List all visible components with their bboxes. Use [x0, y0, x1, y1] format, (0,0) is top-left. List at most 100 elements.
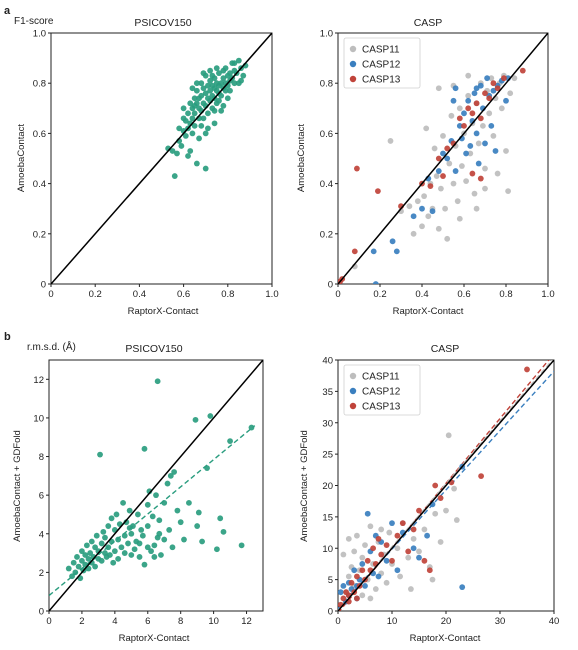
panel-letter-a: a	[4, 5, 11, 17]
data-point-casp13	[469, 110, 476, 117]
data-point-casp12	[488, 122, 495, 129]
data-point-casp11	[454, 198, 461, 205]
data-point-psicov	[191, 95, 198, 102]
data-point-psicov	[202, 165, 209, 172]
data-point-casp12	[370, 248, 377, 255]
data-point-psicov	[136, 554, 143, 560]
legend-box	[343, 364, 421, 416]
data-point-psicov	[174, 507, 181, 514]
data-point-casp11	[419, 223, 425, 230]
plot-area: 0 10 20 30 40 0 5 10 15 20 25 30 35 40 CASP11 CASP12 CAS…	[322, 356, 559, 628]
chart-title: CASP	[431, 343, 460, 355]
x-axis-label: RaptorX-Contact	[410, 633, 481, 644]
y-tick-label: 4	[39, 529, 44, 540]
y-tick-label: 30	[322, 418, 333, 429]
data-point-casp13	[354, 595, 360, 602]
data-point-casp11	[421, 193, 427, 200]
data-point-psicov	[131, 546, 138, 553]
data-point-casp12	[471, 90, 478, 97]
data-point-psicov	[69, 573, 75, 580]
data-point-casp12	[435, 168, 442, 174]
data-point-psicov	[161, 536, 168, 543]
data-point-psicov	[248, 424, 255, 431]
data-point-casp11	[410, 230, 417, 237]
data-point-casp11	[459, 163, 465, 169]
data-point-psicov	[193, 80, 200, 87]
x-tick-label: 10	[208, 616, 219, 627]
data-point-casp11	[435, 225, 442, 232]
x-tick-label: 0.6	[177, 289, 190, 300]
data-point-psicov	[238, 542, 245, 549]
legend-marker-casp12	[349, 60, 357, 68]
x-tick-label: 8	[178, 616, 183, 627]
data-point-psicov	[199, 538, 205, 545]
data-point-casp11	[372, 586, 379, 592]
data-point-psicov	[105, 523, 112, 529]
data-point-psicov	[128, 530, 135, 537]
y-tick-label: 5	[328, 575, 333, 586]
data-point-casp11	[453, 517, 460, 523]
data-point-casp11	[475, 140, 482, 147]
data-point-psicov	[213, 65, 220, 72]
data-point-psicov	[216, 70, 222, 77]
data-point-psicov	[238, 77, 244, 84]
data-point-psicov	[120, 499, 126, 506]
x-tick-label: 0	[48, 289, 53, 300]
legend-box	[343, 37, 421, 89]
data-point-casp11	[378, 526, 385, 533]
data-point-casp11	[351, 548, 358, 555]
data-point-psicov	[95, 548, 102, 555]
data-point-psicov	[176, 125, 183, 132]
data-point-casp13	[477, 115, 484, 122]
data-point-casp11	[435, 85, 442, 92]
y-tick-label: 0.2	[33, 229, 46, 240]
x-tick-label: 0.8	[221, 289, 234, 300]
x-tick-label: 0	[335, 616, 340, 627]
data-point-casp11	[451, 485, 457, 492]
chart-title: PSICOV150	[125, 343, 182, 355]
data-point-casp12	[394, 567, 401, 574]
data-point-psicov	[207, 67, 214, 74]
legend-label-casp12: CASP12	[362, 387, 401, 398]
data-point-psicov	[207, 413, 214, 419]
data-point-psicov	[200, 115, 207, 122]
data-point-casp13	[432, 482, 439, 489]
data-point-psicov	[227, 70, 233, 77]
data-point-psicov	[141, 445, 148, 452]
data-point-casp12	[482, 140, 488, 147]
data-point-casp11	[511, 75, 518, 82]
data-point-psicov	[224, 95, 231, 102]
data-point-psicov	[83, 542, 90, 549]
y-tick-label: 20	[322, 481, 333, 492]
data-point-casp11	[438, 185, 444, 192]
data-point-casp11	[367, 523, 374, 530]
data-point-casp13	[519, 67, 526, 74]
data-point-psicov	[126, 525, 133, 531]
data-point-psicov	[194, 523, 201, 529]
data-point-casp11	[456, 105, 463, 112]
data-point-casp12	[419, 205, 425, 212]
data-point-psicov	[202, 130, 209, 137]
data-point-psicov	[185, 110, 191, 117]
data-point-casp12	[484, 75, 490, 82]
data-point-psicov	[115, 536, 122, 543]
data-point-casp11	[482, 165, 488, 172]
x-tick-label: 0.2	[373, 289, 386, 300]
data-point-psicov	[191, 122, 198, 129]
x-tick-label: 10	[387, 616, 398, 627]
y-axis-label: AmoebaContact + GDFold	[12, 430, 23, 542]
data-point-casp11	[456, 215, 463, 222]
data-point-casp11	[416, 548, 422, 555]
data-point-casp12	[473, 130, 480, 137]
plot-area: 0 0.2 0.4 0.6 0.8 1.0 0 0.2 0.4 0.6 0.8 1.0	[33, 29, 279, 301]
data-point-casp13	[444, 145, 451, 152]
diagonal-line	[51, 33, 272, 284]
data-point-psicov	[144, 523, 151, 529]
data-point-psicov	[235, 57, 242, 64]
data-point-casp11	[345, 573, 352, 580]
data-point-casp13	[461, 122, 467, 129]
data-point-casp11	[433, 173, 440, 179]
data-point-casp12	[475, 160, 482, 167]
data-point-casp13	[469, 170, 476, 177]
